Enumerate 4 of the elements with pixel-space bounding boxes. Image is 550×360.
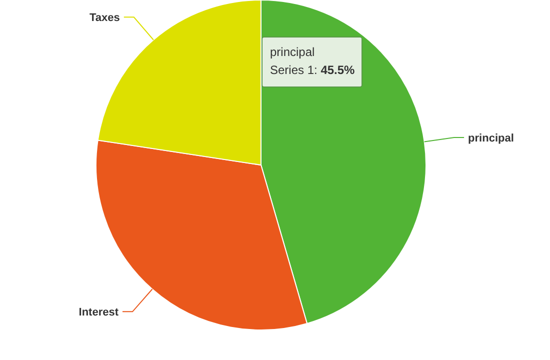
slice-label: Taxes (90, 12, 120, 24)
tooltip: principal Series 1: 45.5% (262, 36, 362, 88)
slice-label: Interest (78, 306, 119, 319)
slice-label: principal (468, 132, 514, 145)
